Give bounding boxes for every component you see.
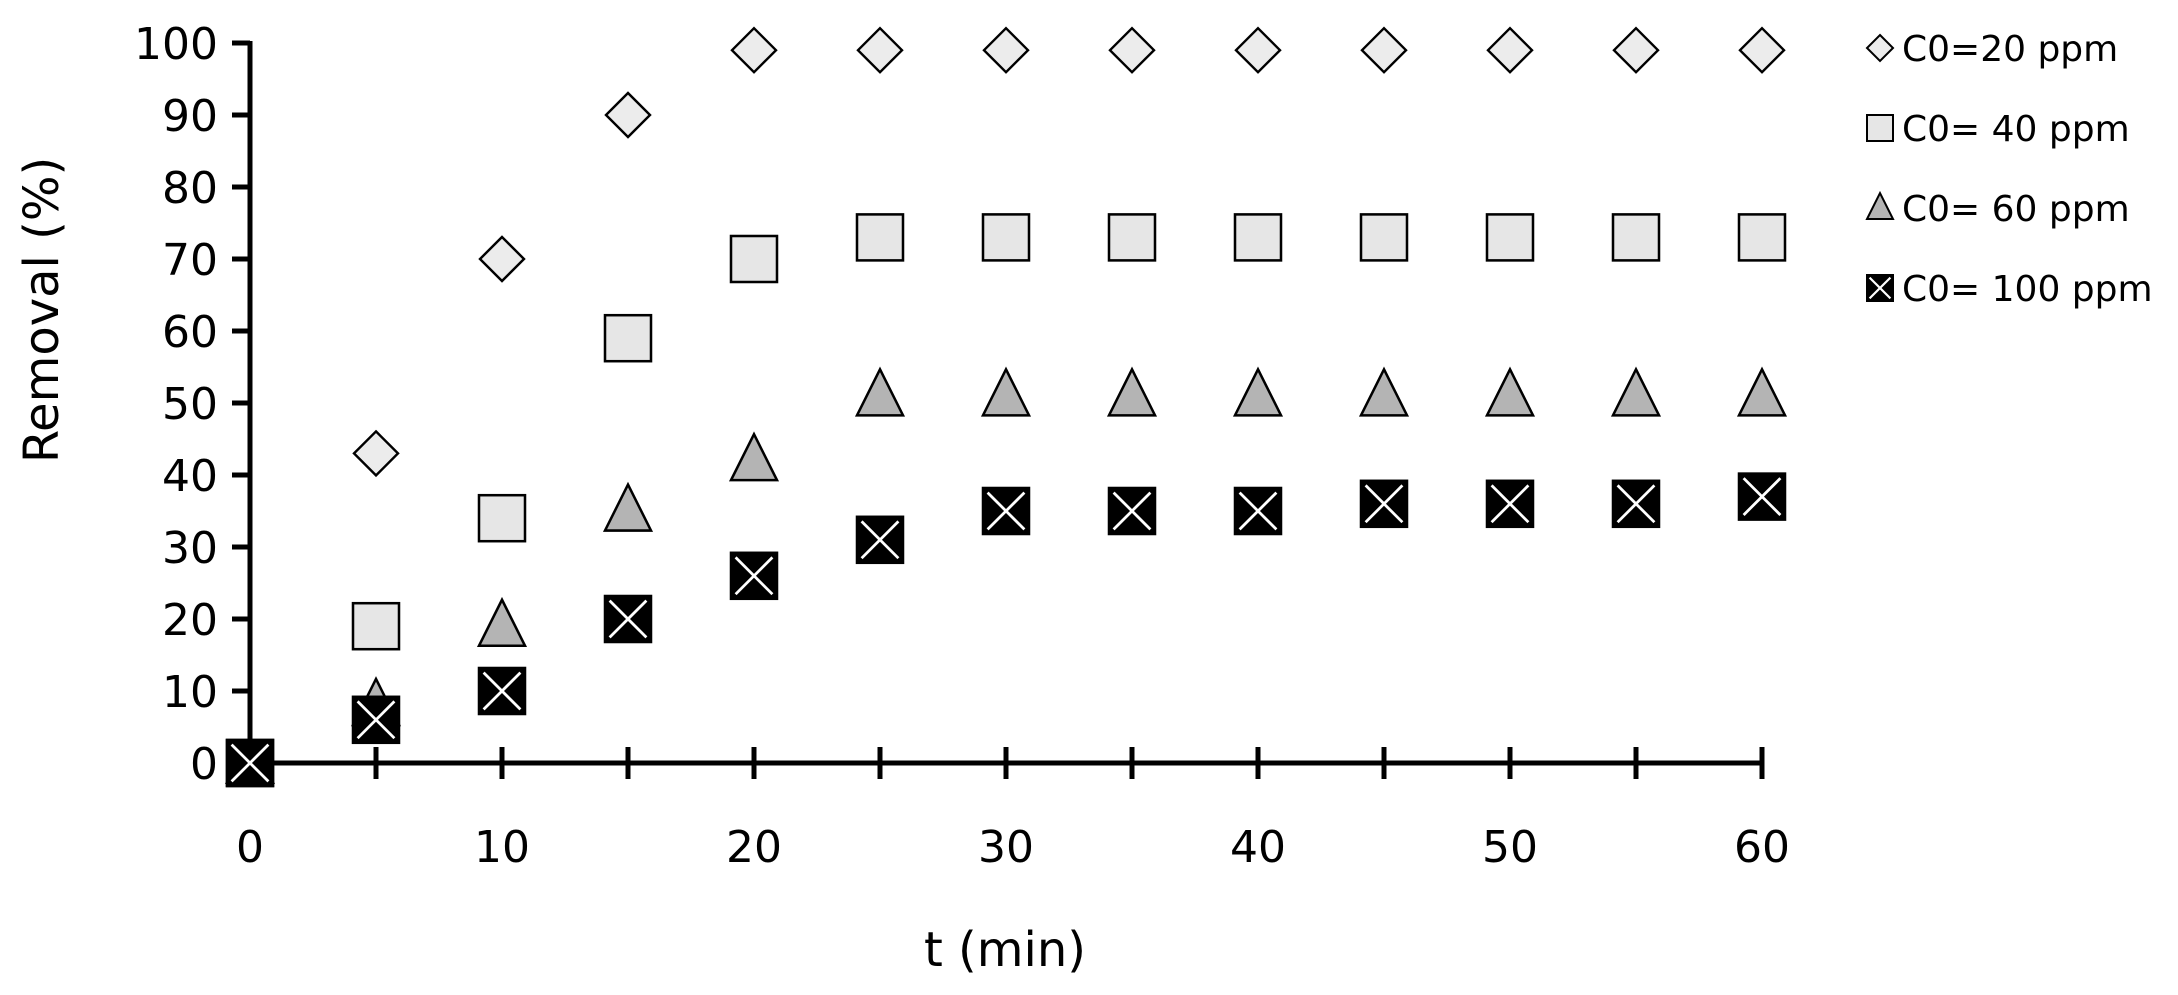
data-point bbox=[1107, 213, 1157, 262]
data-point bbox=[1234, 26, 1282, 74]
data-point bbox=[856, 26, 904, 74]
data-point bbox=[477, 493, 527, 543]
x-tick-label: 20 bbox=[726, 822, 782, 873]
data-point bbox=[1359, 479, 1409, 529]
data-point bbox=[603, 594, 653, 644]
legend-marker bbox=[1866, 274, 1894, 302]
y-tick-label: 80 bbox=[162, 163, 218, 214]
legend-marker bbox=[1865, 190, 1895, 221]
y-tick-label: 100 bbox=[134, 19, 218, 70]
data-point bbox=[1737, 472, 1787, 521]
data-point bbox=[1737, 213, 1787, 262]
legend-label: C0= 40 ppm bbox=[1902, 109, 2130, 150]
data-point bbox=[728, 431, 780, 482]
legend-marker bbox=[1866, 114, 1894, 142]
y-axis-title: Removal (%) bbox=[14, 157, 70, 463]
data-point bbox=[1108, 26, 1156, 74]
data-point bbox=[729, 551, 779, 601]
data-point bbox=[1107, 486, 1157, 536]
y-tick-label: 60 bbox=[162, 307, 218, 358]
x-tick-label: 0 bbox=[236, 822, 264, 873]
legend-marker bbox=[1865, 33, 1895, 63]
data-point bbox=[1611, 479, 1661, 529]
data-point bbox=[602, 481, 654, 532]
data-point bbox=[854, 366, 906, 417]
data-markers bbox=[224, 26, 1788, 788]
data-point bbox=[981, 486, 1031, 536]
y-tick-label: 90 bbox=[162, 91, 218, 142]
data-point bbox=[1360, 26, 1408, 74]
x-axis-title: t (min) bbox=[924, 922, 1086, 978]
data-point bbox=[603, 313, 653, 363]
data-point bbox=[1232, 366, 1284, 417]
legend-label: C0= 60 ppm bbox=[1902, 189, 2130, 230]
data-point bbox=[225, 738, 275, 788]
data-point bbox=[478, 235, 526, 283]
x-tick-label: 50 bbox=[1482, 822, 1538, 873]
data-point bbox=[476, 596, 528, 648]
legend: C0=20 ppm C0= 40 ppm C0= 60 ppm C0= 100 ppm bbox=[1865, 29, 2153, 310]
data-point bbox=[855, 515, 905, 565]
data-point bbox=[730, 26, 778, 74]
y-tick-label: 20 bbox=[162, 595, 218, 646]
data-point bbox=[1485, 479, 1535, 529]
data-point bbox=[351, 601, 401, 651]
y-tick-label: 30 bbox=[162, 523, 218, 574]
data-point bbox=[1359, 213, 1409, 262]
data-point bbox=[1484, 366, 1536, 417]
data-point bbox=[352, 429, 400, 478]
data-point bbox=[1485, 213, 1535, 262]
data-point bbox=[477, 666, 527, 716]
y-tick-label: 50 bbox=[162, 379, 218, 430]
data-point bbox=[729, 234, 779, 284]
x-tick-label: 30 bbox=[978, 822, 1034, 873]
y-tick-label: 70 bbox=[162, 235, 218, 286]
data-point bbox=[1233, 486, 1283, 536]
data-point bbox=[1611, 213, 1661, 262]
x-tick-label: 40 bbox=[1230, 822, 1286, 873]
data-point bbox=[980, 366, 1032, 417]
data-point bbox=[1486, 26, 1534, 74]
x-tick-label: 10 bbox=[474, 822, 530, 873]
legend-label: C0=20 ppm bbox=[1902, 29, 2118, 70]
y-tick-label: 40 bbox=[162, 451, 218, 502]
data-point bbox=[1738, 26, 1786, 74]
data-point bbox=[855, 213, 905, 262]
data-point bbox=[604, 91, 652, 139]
y-tick-label: 0 bbox=[190, 739, 218, 790]
y-tick-label: 10 bbox=[162, 667, 218, 718]
data-point bbox=[351, 695, 401, 745]
tick-labels: 0 10 20 30 40 50 60 70 80 90 100 0 10 20 30 40 50 60 bbox=[134, 19, 1790, 873]
data-point bbox=[981, 213, 1031, 262]
data-point bbox=[1612, 26, 1660, 74]
data-point bbox=[1736, 366, 1788, 417]
data-point bbox=[1610, 366, 1662, 417]
legend-label: C0= 100 ppm bbox=[1902, 269, 2153, 310]
x-tick-label: 60 bbox=[1734, 822, 1790, 873]
data-point bbox=[982, 26, 1030, 74]
data-point bbox=[1358, 366, 1410, 417]
data-point bbox=[1106, 366, 1158, 417]
data-point bbox=[1233, 213, 1283, 262]
